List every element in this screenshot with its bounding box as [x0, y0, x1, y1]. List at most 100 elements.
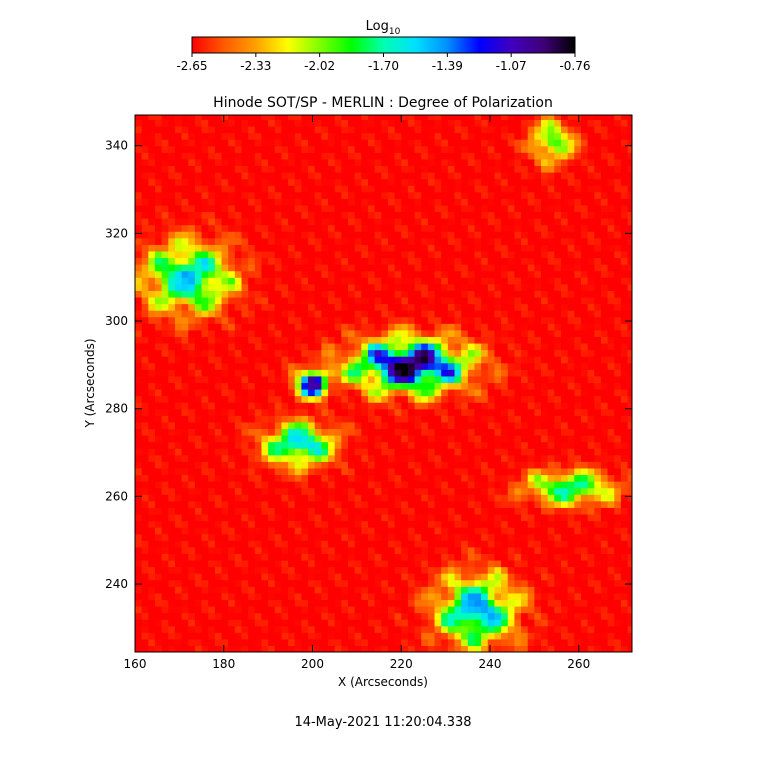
heatmap-cell [354, 579, 362, 587]
heatmap-cell [194, 388, 203, 397]
heatmap-cell [527, 553, 535, 561]
heatmap-cell [587, 435, 595, 443]
heatmap-cell [461, 316, 469, 324]
heatmap-cell [501, 507, 509, 515]
heatmap-cell [501, 474, 509, 482]
heatmap-cell [221, 507, 229, 515]
heatmap-cell [561, 599, 569, 607]
heatmap-cell [574, 540, 582, 548]
heatmap-cell [268, 467, 276, 476]
heatmap-cell [381, 270, 389, 278]
heatmap-cell [334, 579, 342, 587]
heatmap-cell [334, 342, 342, 351]
heatmap-cell [274, 494, 283, 502]
heatmap-cell [288, 513, 296, 522]
heatmap-cell [467, 448, 476, 456]
heatmap-cell [301, 290, 309, 298]
heatmap-cell [554, 441, 562, 449]
heatmap-cell [314, 342, 322, 351]
heatmap-cell [348, 612, 356, 620]
heatmap-cell [427, 369, 436, 377]
heatmap-cell [594, 382, 602, 390]
heatmap-cell [214, 546, 223, 554]
heatmap-cell [547, 290, 555, 298]
heatmap-cell [301, 336, 309, 344]
heatmap-cell [507, 520, 516, 528]
heatmap-cell [521, 231, 529, 239]
heatmap-cell [507, 415, 516, 423]
heatmap-cell [135, 382, 143, 390]
heatmap-cell [620, 494, 629, 502]
heatmap-cell [348, 283, 356, 291]
heatmap-cell [241, 520, 249, 528]
heatmap-cell [427, 605, 436, 614]
heatmap-cell [467, 632, 476, 640]
heatmap-cell [214, 586, 223, 594]
heatmap-cell [234, 211, 243, 219]
heatmap-cell [188, 527, 196, 535]
heatmap-cell [248, 579, 256, 587]
heatmap-cell [507, 441, 516, 449]
heatmap-cell [334, 349, 342, 357]
heatmap-cell [387, 231, 396, 239]
heatmap-cell [447, 619, 456, 627]
heatmap-cell [394, 402, 402, 410]
heatmap-cell [487, 415, 496, 423]
heatmap-cell [228, 500, 236, 508]
heatmap-cell [501, 224, 509, 232]
heatmap-cell [301, 257, 309, 265]
heatmap-cell [314, 388, 322, 397]
heatmap-cell [194, 211, 203, 219]
heatmap-cell [580, 270, 589, 278]
heatmap-cell [614, 454, 622, 462]
heatmap-cell [348, 329, 356, 337]
heatmap-cell [381, 369, 389, 377]
heatmap-cell [281, 435, 289, 443]
heatmap-cell [387, 553, 396, 561]
heatmap-cell [414, 257, 422, 265]
heatmap-cell [348, 257, 356, 265]
heatmap-cell [607, 349, 615, 357]
heatmap-cell [607, 257, 615, 265]
heatmap-cell [567, 224, 575, 232]
heatmap-cell [168, 211, 176, 219]
heatmap-cell [181, 270, 189, 278]
heatmap-cell [587, 329, 595, 337]
heatmap-cell [534, 395, 542, 403]
heatmap-cell [461, 218, 469, 226]
heatmap-cell [367, 218, 376, 226]
heatmap-cell [148, 540, 156, 548]
heatmap-cell [148, 632, 156, 640]
heatmap-cell [521, 467, 529, 476]
heatmap-cell [268, 224, 276, 232]
heatmap-cell [314, 408, 322, 416]
heatmap-cell [168, 592, 176, 600]
heatmap-cell [547, 599, 555, 607]
heatmap-cell [274, 408, 283, 416]
heatmap-cell [521, 592, 529, 600]
heatmap-cell [228, 408, 236, 416]
heatmap-cell [341, 257, 349, 265]
heatmap-cell [174, 316, 183, 324]
heatmap-cell [574, 527, 582, 535]
heatmap-cell [248, 264, 256, 272]
heatmap-cell [274, 441, 283, 449]
heatmap-cell [188, 283, 196, 291]
heatmap-cell [274, 244, 283, 252]
heatmap-cell [348, 395, 356, 403]
heatmap-cell [334, 303, 342, 311]
heatmap-cell [241, 573, 249, 581]
heatmap-cell [514, 395, 522, 403]
heatmap-cell [268, 441, 276, 449]
heatmap-cell [241, 310, 249, 318]
heatmap-cell [607, 566, 615, 574]
heatmap-cell [294, 388, 303, 397]
heatmap-cell [374, 632, 382, 640]
heatmap-cell [161, 296, 169, 305]
heatmap-cell [254, 250, 263, 259]
heatmap-cell [248, 402, 256, 410]
heatmap-cell [154, 277, 163, 285]
heatmap-cell [208, 612, 216, 620]
heatmap-cell [274, 520, 283, 528]
heatmap-cell [461, 369, 469, 377]
